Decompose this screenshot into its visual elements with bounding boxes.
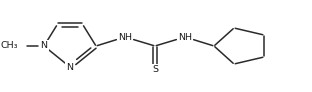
Text: S: S — [152, 66, 158, 75]
Text: N: N — [41, 41, 47, 51]
Text: CH₃: CH₃ — [1, 41, 18, 51]
Text: N: N — [66, 62, 74, 71]
Text: NH: NH — [118, 32, 132, 41]
Text: NH: NH — [178, 32, 192, 41]
